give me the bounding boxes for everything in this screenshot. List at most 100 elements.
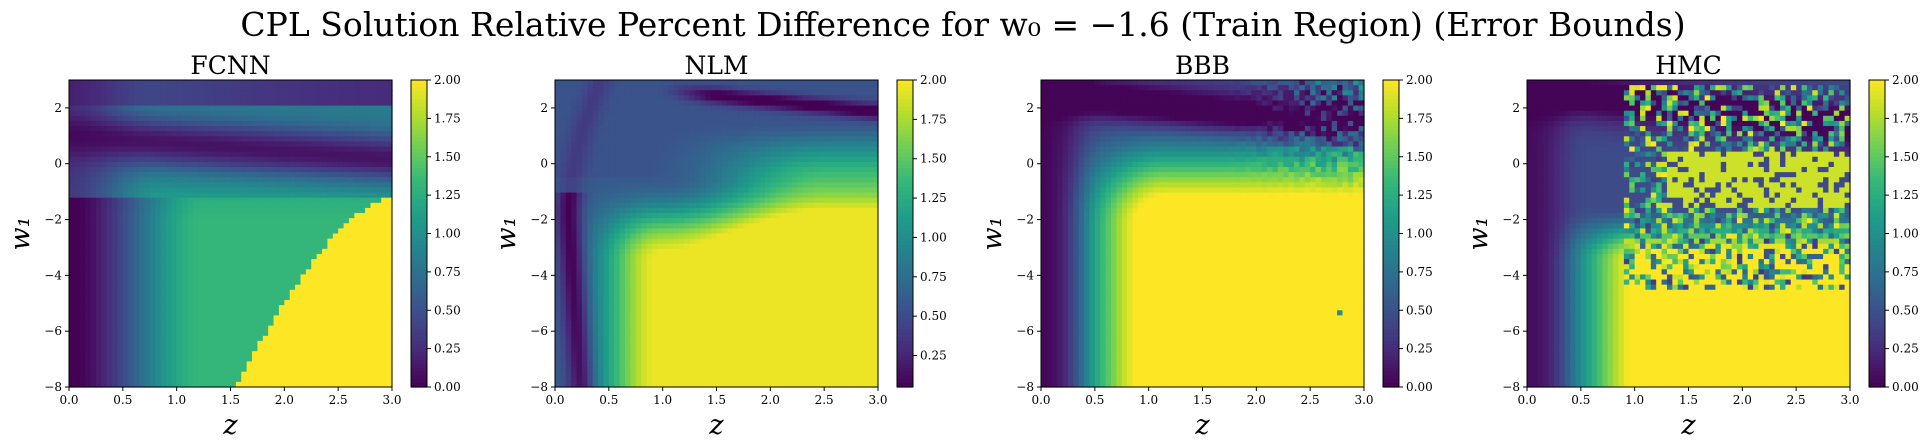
heatmap-cell (241, 146, 248, 153)
heatmap-cell (316, 197, 323, 204)
heatmap-cell (386, 381, 393, 388)
heatmap-cell (230, 289, 237, 296)
heatmap-cell (295, 346, 302, 352)
heatmap-cell (343, 233, 350, 240)
heatmap-cell (311, 213, 318, 219)
heatmap-cell (365, 192, 372, 199)
heatmap-cell (348, 228, 355, 235)
heatmap-cell (571, 110, 578, 117)
heatmap-cell (278, 161, 285, 168)
heatmap-cell (69, 100, 75, 107)
heatmap-cell (646, 320, 653, 327)
heatmap-cell (657, 315, 664, 322)
heatmap-cell (182, 335, 189, 342)
heatmap-cell (354, 131, 361, 137)
heatmap-cell (122, 202, 129, 209)
heatmap-cell (295, 166, 302, 173)
heatmap-cell (106, 85, 113, 91)
heatmap-cell (69, 253, 75, 260)
heatmap-cell (171, 172, 178, 178)
heatmap-cell (289, 197, 296, 204)
heatmap-cell (252, 243, 259, 250)
heatmap-cell (565, 305, 572, 311)
heatmap-cell (133, 376, 140, 383)
heatmap-cell (106, 330, 113, 337)
heatmap-cell (555, 356, 561, 363)
heatmap-cell (85, 305, 92, 311)
heatmap-cell (176, 85, 183, 91)
heatmap-cell (651, 264, 658, 270)
heatmap-cell (375, 80, 382, 86)
heatmap-cell (171, 156, 178, 163)
heatmap-cell (316, 315, 323, 322)
heatmap-cell (289, 182, 296, 189)
heatmap-cell (316, 330, 323, 337)
heatmap-cell (230, 136, 237, 142)
heatmap-cell (149, 218, 156, 224)
heatmap-cell (662, 274, 669, 281)
heatmap-cell (257, 161, 264, 168)
heatmap-cell (338, 141, 345, 148)
heatmap-cell (273, 284, 280, 291)
heatmap-cell (219, 300, 226, 306)
heatmap-cell (598, 110, 605, 117)
heatmap-cell (598, 284, 605, 291)
heatmap-cell (241, 131, 248, 137)
heatmap-cell (176, 218, 183, 224)
heatmap-cell (203, 223, 210, 229)
heatmap-cell (268, 264, 275, 270)
heatmap-cell (348, 284, 355, 291)
heatmap-cell (576, 166, 583, 173)
heatmap-cell (300, 161, 307, 168)
heatmap-cell (630, 294, 637, 301)
heatmap-cell (598, 330, 605, 337)
heatmap-cell (144, 351, 151, 357)
heatmap-cell (149, 100, 156, 107)
heatmap-cell (122, 233, 129, 240)
heatmap-cell (252, 156, 259, 163)
heatmap-cell (359, 202, 366, 209)
heatmap-cell (289, 192, 296, 199)
heatmap-cell (257, 85, 264, 91)
heatmap-cell (338, 110, 345, 117)
heatmap-cell (289, 253, 296, 260)
heatmap-cell (246, 248, 253, 255)
heatmap-cell (122, 110, 129, 117)
heatmap-cell (592, 310, 599, 316)
heatmap-cell (133, 177, 140, 183)
heatmap-cell (608, 279, 615, 286)
heatmap-cell (149, 223, 156, 229)
heatmap-cell (160, 376, 167, 383)
heatmap-cell (375, 100, 382, 107)
heatmap-cell (295, 371, 302, 378)
colorbar-segment (411, 260, 427, 265)
heatmap-cell (289, 381, 296, 388)
heatmap-cell (273, 136, 280, 142)
heatmap-cell (112, 80, 119, 86)
heatmap-cell (386, 253, 393, 260)
heatmap-cell (176, 259, 183, 265)
heatmap-cell (295, 351, 302, 357)
heatmap-cell (133, 126, 140, 132)
heatmap-cell (370, 264, 377, 270)
heatmap-cell (208, 126, 215, 132)
heatmap-cell (565, 95, 572, 102)
heatmap-cell (343, 151, 350, 158)
heatmap-cell (160, 161, 167, 168)
heatmap-cell (79, 248, 86, 255)
heatmap-cell (571, 253, 578, 260)
heatmap-cell (581, 325, 588, 332)
heatmap-cell (305, 187, 312, 194)
heatmap-cell (305, 90, 312, 96)
heatmap-cell (662, 325, 669, 332)
heatmap-cell (117, 126, 124, 132)
heatmap-cell (624, 192, 631, 199)
heatmap-cell (117, 166, 124, 173)
heatmap-cell (192, 166, 199, 173)
heatmap-cell (192, 284, 199, 291)
heatmap-cell (79, 177, 86, 183)
heatmap-cell (214, 151, 221, 158)
heatmap-cell (592, 274, 599, 281)
heatmap-cell (160, 110, 167, 117)
heatmap-cell (354, 197, 361, 204)
